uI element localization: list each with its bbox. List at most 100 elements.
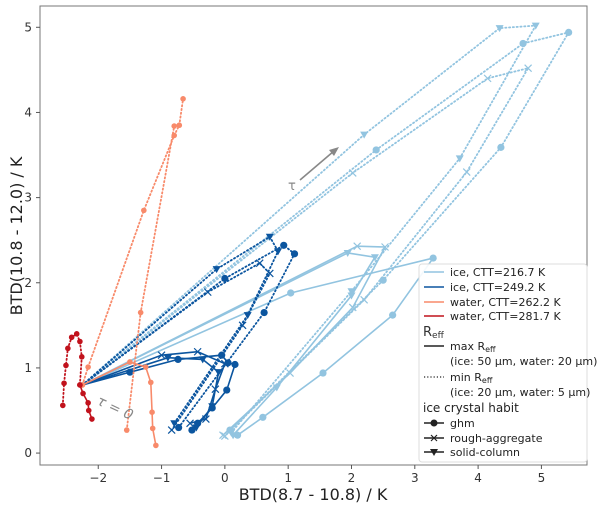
- legend-min-reff: min R: [450, 371, 482, 384]
- data-point: [78, 354, 85, 360]
- y-tick-label: 2: [24, 276, 32, 290]
- data-point-rough-aggregate: [265, 269, 274, 278]
- x-tick-label: 0: [221, 471, 229, 485]
- data-point-ghm: [497, 143, 505, 151]
- legend-ice-249: ice, CTT=249.2 K: [450, 281, 546, 294]
- data-point-ghm: [174, 355, 182, 364]
- legend-habit-title: ice crystal habit: [423, 401, 519, 415]
- data-point-rough-aggregate: [220, 432, 229, 440]
- data-point-solid-column: [243, 312, 252, 320]
- legend-max-reff: max R: [450, 340, 485, 353]
- data-point-ghm: [259, 413, 267, 421]
- data-point: [176, 122, 183, 129]
- legend-reff-title: R: [423, 325, 432, 340]
- data-point-rough-aggregate: [353, 242, 362, 251]
- data-point-solid-column: [212, 266, 221, 274]
- data-point-ghm: [188, 426, 196, 434]
- data-point-ghm: [175, 423, 183, 432]
- series-line: [81, 235, 280, 425]
- data-point-rough-aggregate: [193, 347, 202, 356]
- ticks: −2 −1 0 1 2 3 4 5 0 1 2 3 4 5: [24, 20, 545, 485]
- data-point-rough-aggregate: [238, 321, 247, 330]
- data-point-ghm: [287, 289, 295, 297]
- data-point: [149, 409, 155, 416]
- y-axis-label: BTD(10.8 - 12.0) / K: [7, 156, 26, 315]
- data-point-ghm: [565, 28, 573, 36]
- series-line: [82, 356, 220, 429]
- data-point: [63, 362, 69, 369]
- y-tick-label: 1: [24, 361, 32, 375]
- data-point: [153, 442, 159, 449]
- data-point: [142, 364, 149, 370]
- data-point-solid-column: [495, 25, 504, 33]
- data-point: [89, 416, 95, 422]
- legend-column-marker: [430, 449, 438, 456]
- data-point-solid-column: [274, 248, 283, 256]
- legend-max-note: (ice: 50 µm, water: 20 µm): [450, 355, 597, 368]
- x-tick-label: 2: [348, 471, 356, 485]
- legend-min-note: (ice: 20 µm, water: 5 µm): [450, 386, 590, 399]
- legend-ghm-marker: [430, 419, 438, 427]
- y-tick-label: 0: [24, 446, 32, 460]
- data-point-rough-aggregate: [381, 243, 389, 251]
- series-line: [61, 332, 83, 407]
- legend-column: solid-column: [450, 446, 520, 459]
- data-point-ghm: [429, 254, 437, 262]
- data-point: [73, 331, 80, 337]
- data-point-solid-column: [343, 249, 352, 257]
- data-point-rough-aggregate: [255, 259, 264, 268]
- plot-area: [59, 22, 573, 449]
- x-tick-label: 3: [411, 471, 419, 485]
- plot-frame: [39, 5, 588, 466]
- data-point-solid-column: [198, 356, 207, 364]
- data-point-solid-column: [208, 403, 217, 411]
- x-tick-label: −2: [89, 471, 107, 485]
- svg-text:Reff: Reff: [423, 325, 445, 341]
- tau-arrow-head: [329, 147, 339, 156]
- data-point-ghm: [372, 146, 380, 154]
- x-axis-label: BTD(8.7 - 10.8) / K: [239, 485, 388, 504]
- data-point-ghm: [223, 386, 231, 394]
- data-point-solid-column: [192, 424, 201, 432]
- data-point-ghm: [231, 360, 239, 369]
- x-tick-label: −1: [153, 471, 171, 485]
- data-point: [180, 96, 186, 102]
- data-point-rough-aggregate: [203, 288, 212, 297]
- data-point-solid-column: [227, 429, 236, 437]
- data-point: [149, 425, 156, 432]
- data-point-rough-aggregate: [462, 168, 471, 176]
- data-point-solid-column: [347, 288, 356, 296]
- data-point: [68, 334, 75, 341]
- data-point: [77, 382, 83, 388]
- data-point: [85, 407, 92, 414]
- data-point-solid-column: [265, 233, 274, 241]
- legend-water-281: water, CTT=281.7 K: [450, 310, 561, 323]
- data-point-solid-column: [360, 131, 369, 139]
- data-point-rough-aggregate: [524, 64, 533, 73]
- data-point-rough-aggregate: [483, 74, 492, 83]
- data-point: [123, 427, 130, 433]
- data-point: [59, 402, 66, 409]
- data-point-ghm: [290, 250, 299, 258]
- data-point-solid-column: [531, 22, 540, 30]
- legend-rough-marker: [430, 434, 438, 442]
- y-tick-label: 4: [24, 105, 32, 119]
- x-tick-label: 4: [474, 471, 482, 485]
- legend: ice, CTT=216.7 K ice, CTT=249.2 K water,…: [418, 263, 597, 463]
- legend-ice-216: ice, CTT=216.7 K: [450, 266, 546, 279]
- svg-text:min Reff: min Reff: [450, 371, 493, 385]
- y-tick-label: 5: [24, 20, 32, 34]
- data-point-ghm: [280, 241, 288, 249]
- data-point-ghm: [260, 308, 268, 317]
- data-point: [80, 390, 86, 397]
- data-point-rough-aggregate: [157, 351, 166, 360]
- tau-annotation: τ: [288, 179, 296, 194]
- legend-ghm: ghm: [450, 417, 475, 430]
- tau-zero-annotation: τ = 0: [94, 393, 135, 424]
- x-tick-label: 5: [538, 471, 546, 485]
- data-point-rough-aggregate: [219, 431, 227, 440]
- data-point: [77, 338, 83, 345]
- data-point-rough-aggregate: [220, 359, 229, 368]
